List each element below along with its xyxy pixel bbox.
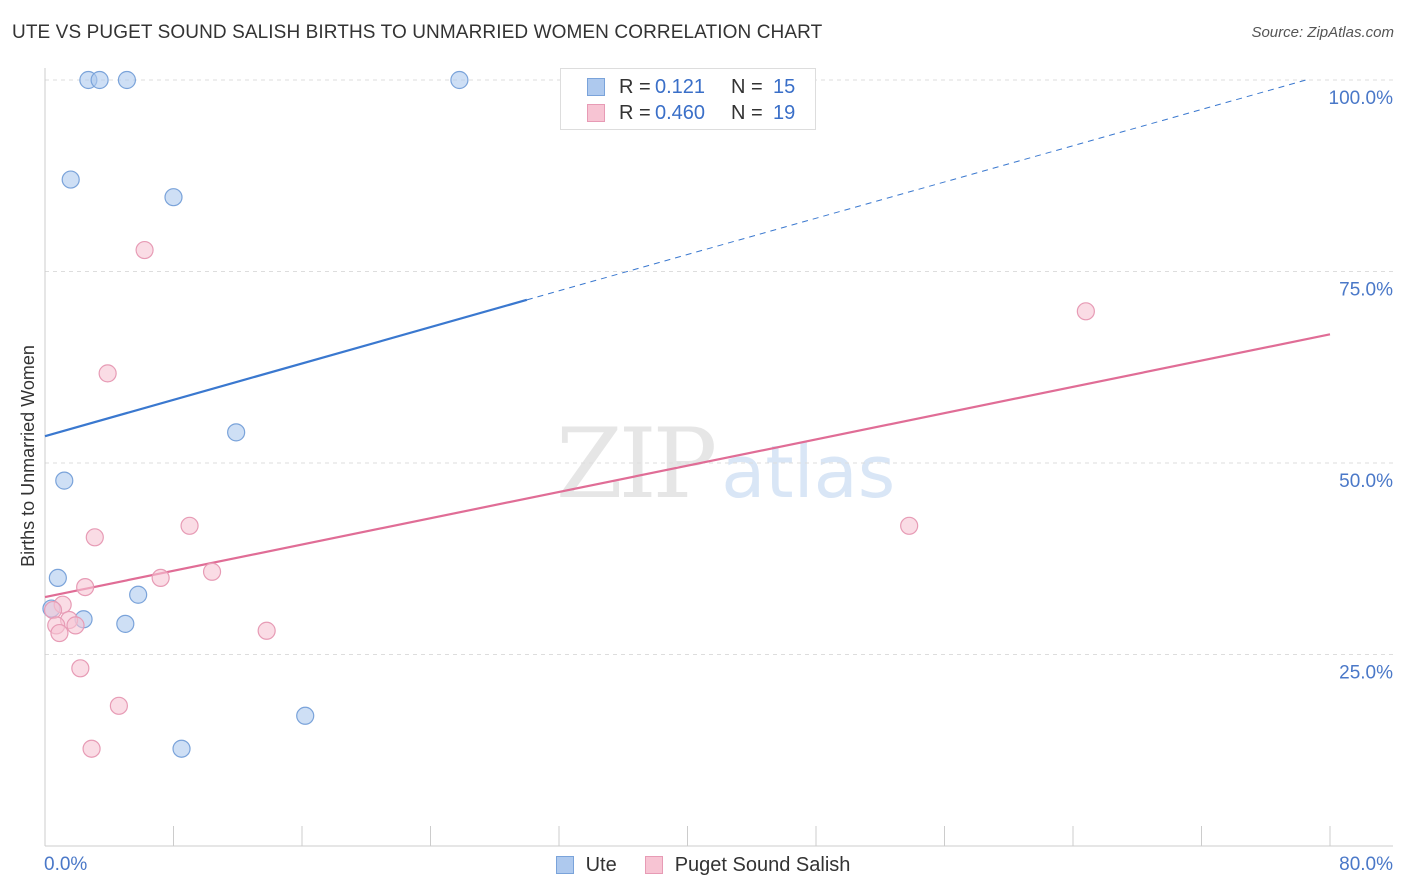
data-point-salish	[43, 600, 63, 620]
series-legend-label-ute: Ute	[585, 853, 617, 876]
series-legend: Ute Puget Sound Salish	[0, 852, 1406, 878]
data-point-salish	[82, 739, 101, 758]
data-point-salish	[66, 616, 85, 635]
y-tick-label: 25.0%	[1339, 663, 1393, 684]
data-point-salish	[257, 621, 276, 640]
data-point-salish	[135, 240, 154, 260]
data-point-salish	[1076, 302, 1095, 321]
data-point-salish	[202, 562, 222, 581]
chart-title: UTE VS PUGET SOUND SALISH BIRTHS TO UNMA…	[12, 22, 823, 43]
data-point-ute	[172, 739, 191, 758]
data-point-salish	[76, 577, 95, 597]
y-tick-label: 75.0%	[1339, 280, 1393, 301]
legend-swatch-salish	[587, 104, 605, 122]
data-point-salish	[50, 623, 69, 643]
legend-row-ute: R = 0.121 N = 15	[587, 75, 795, 99]
data-point-salish	[151, 568, 170, 588]
grid-layer	[45, 79, 1393, 655]
legend-n-value: 19	[773, 101, 796, 124]
data-point-ute	[48, 568, 67, 588]
y-tick-label: 100.0%	[1329, 88, 1394, 109]
data-point-salish	[98, 364, 117, 383]
series-legend-item-ute: Ute	[555, 853, 617, 877]
series-legend-item-salish: Puget Sound Salish	[644, 853, 851, 877]
legend-r-value: 0.121	[655, 75, 706, 98]
data-point-ute	[296, 706, 315, 725]
watermark-atlas: atlas	[721, 430, 896, 514]
point-layer	[42, 70, 1095, 758]
series-legend-swatch-salish	[644, 856, 663, 874]
legend-r-label: R =	[619, 75, 651, 98]
data-point-ute	[227, 423, 246, 442]
legend-r-value: 0.460	[655, 101, 706, 124]
trend-layer	[44, 79, 1331, 599]
trendline-ute	[44, 298, 528, 438]
x-tick-label-min: 0.0%	[44, 854, 87, 875]
data-point-ute	[55, 471, 74, 490]
data-point-ute	[450, 70, 469, 90]
legend-r-label: R =	[619, 101, 651, 124]
watermark: ZIP atlas	[556, 408, 895, 520]
data-point-salish	[900, 516, 919, 535]
x-tick-label-max: 80.0%	[1339, 854, 1393, 875]
axis-layer	[44, 68, 1393, 847]
trendline-salish	[44, 333, 1331, 599]
data-point-salish	[109, 696, 128, 715]
legend-row-salish: R = 0.460 N = 19	[587, 101, 795, 125]
data-point-ute	[117, 70, 137, 90]
chart-source: Source: ZipAtlas.com	[1251, 24, 1394, 41]
series-legend-swatch-ute	[555, 856, 574, 874]
data-point-salish	[85, 528, 104, 547]
y-axis-title: Births to Unmarried Women	[18, 345, 38, 567]
data-point-ute	[164, 188, 183, 207]
y-tick-label: 50.0%	[1339, 471, 1393, 492]
label-layer: 25.0% 50.0% 75.0% 100.0% 0.0% 80.0% Births to …	[18, 88, 1393, 875]
data-point-salish	[71, 659, 90, 678]
data-point-ute	[116, 614, 135, 633]
trendline-ute-extension	[526, 79, 1307, 301]
data-point-ute	[129, 585, 148, 604]
legend-n-label: N =	[731, 101, 763, 124]
data-point-ute	[90, 70, 109, 90]
correlation-legend: R = 0.121 N = 15 R = 0.460 N = 19	[560, 68, 816, 130]
data-point-ute	[61, 170, 80, 189]
legend-n-value: 15	[773, 75, 796, 98]
data-point-salish	[180, 516, 199, 535]
series-legend-label-salish: Puget Sound Salish	[674, 853, 851, 876]
legend-swatch-ute	[587, 78, 605, 96]
legend-n-label: N =	[731, 75, 763, 98]
